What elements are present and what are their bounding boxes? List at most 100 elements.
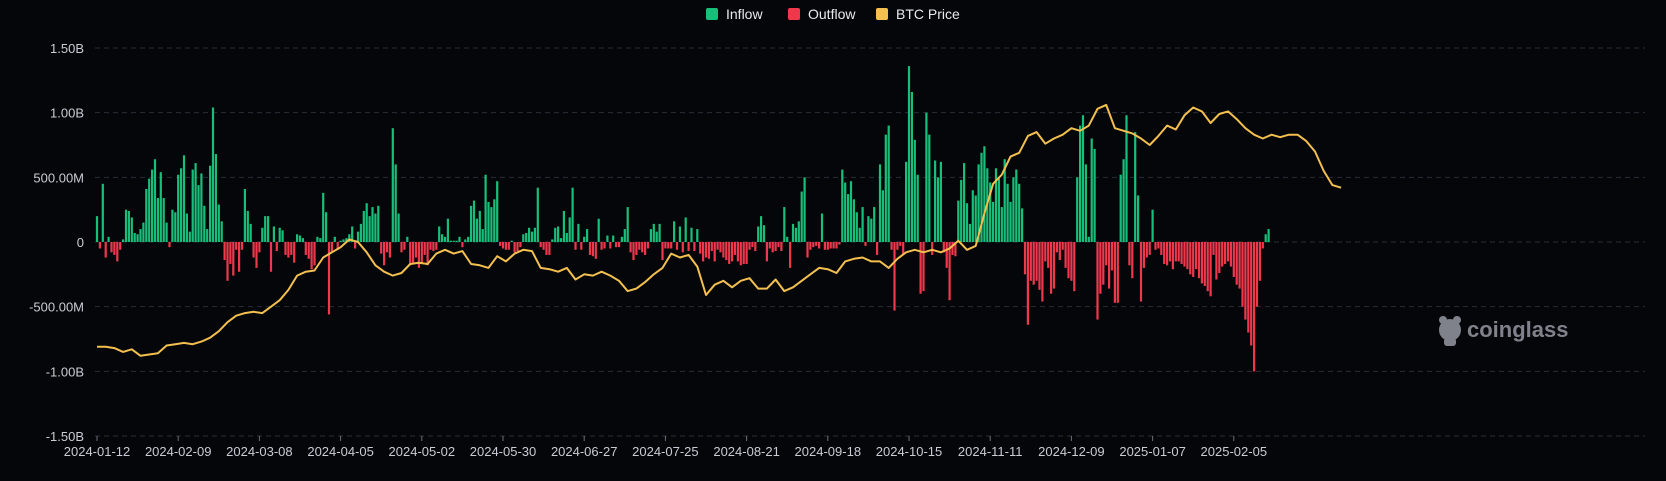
inflow-bar xyxy=(406,236,409,242)
inflow-bar xyxy=(551,239,554,242)
outflow-bar xyxy=(1171,242,1174,270)
outflow-bar xyxy=(1050,242,1053,294)
outflow-bar xyxy=(629,242,632,253)
outflow-bar xyxy=(675,242,679,250)
outflow-bar xyxy=(832,242,835,249)
inflow-bar xyxy=(586,229,589,242)
inflow-bar xyxy=(1015,169,1018,242)
legend-item-outflow[interactable]: Outflow xyxy=(788,6,856,22)
outflow-bar xyxy=(116,242,119,262)
inflow-bar xyxy=(905,161,908,242)
outflow-bar xyxy=(113,242,116,255)
outflow-bar xyxy=(780,242,783,252)
inflow-bar xyxy=(397,213,400,242)
inflow-bar xyxy=(101,183,104,242)
inflow-bar xyxy=(243,188,246,242)
inflow-bar xyxy=(194,163,197,242)
legend[interactable]: Inflow Outflow BTC Price xyxy=(706,6,960,22)
outflow-bar xyxy=(1113,242,1116,303)
outflow-bar xyxy=(615,242,618,248)
outflow-bar xyxy=(229,242,232,264)
inflow-bar xyxy=(965,203,969,242)
outflow-bar xyxy=(768,242,771,249)
outflow-bar xyxy=(632,242,635,261)
outflow-bar xyxy=(815,242,818,246)
inflow-bar xyxy=(438,226,441,242)
outflow-bar xyxy=(902,242,905,255)
inflow-bar xyxy=(1125,115,1128,242)
outflow-bar xyxy=(1215,242,1218,280)
inflow-bar xyxy=(127,210,130,242)
outflow-bar xyxy=(594,242,597,259)
outflow-bar xyxy=(739,242,742,266)
outflow-bar xyxy=(1163,242,1166,264)
inflow-bar xyxy=(1009,201,1012,242)
inflow-bar xyxy=(148,178,151,242)
x-tick-label: 2024-08-21 xyxy=(713,444,780,459)
outflow-bar xyxy=(1110,242,1114,271)
inflow-bar xyxy=(1076,177,1079,242)
inflow-bar xyxy=(606,235,609,242)
inflow-bar xyxy=(992,201,995,242)
outflow-bar xyxy=(818,242,821,249)
outflow-bar xyxy=(733,242,737,255)
outflow-bar xyxy=(771,242,774,253)
inflow-bar xyxy=(278,227,281,242)
inflow-bar xyxy=(1012,177,1015,242)
legend-item-inflow[interactable]: Inflow xyxy=(706,6,763,22)
outflow-bar xyxy=(1108,242,1111,289)
inflow-bar xyxy=(528,227,531,242)
inflow-bar xyxy=(1093,148,1096,242)
outflow-bar xyxy=(951,242,954,255)
inflow-bar xyxy=(678,226,681,242)
outflow-bar xyxy=(388,242,391,258)
outflow-bar xyxy=(354,242,357,249)
inflow-bar xyxy=(525,232,528,242)
outflow-bar xyxy=(1195,242,1198,270)
outflow-bar xyxy=(617,242,621,248)
inflow-bar xyxy=(1122,159,1125,242)
inflow-bar xyxy=(371,207,374,242)
outflow-bar xyxy=(646,242,650,249)
outflow-bar xyxy=(119,242,122,250)
x-tick-label: 2024-06-27 xyxy=(551,444,618,459)
outflow-bar xyxy=(1139,242,1143,302)
outflow-bar xyxy=(1070,242,1073,281)
outflow-bar xyxy=(1128,242,1131,266)
outflow-bar xyxy=(670,242,673,249)
outflow-bar xyxy=(1055,242,1058,253)
inflow-bar xyxy=(803,177,806,242)
inflow-bar xyxy=(261,227,264,242)
inflow-bar xyxy=(296,234,299,242)
outflow-bar xyxy=(588,242,592,255)
legend-item-price[interactable]: BTC Price xyxy=(876,6,960,22)
outflow-bar xyxy=(307,242,310,259)
outflow-bar xyxy=(777,242,780,248)
outflow-bar xyxy=(922,242,925,292)
inflow-bar xyxy=(1081,115,1085,242)
outflow-bar xyxy=(435,242,438,250)
outflow-bar xyxy=(110,242,113,253)
x-tick-label: 2024-03-08 xyxy=(226,444,293,459)
inflow-bar xyxy=(475,218,478,242)
outflow-bar xyxy=(722,242,725,258)
outflow-bar xyxy=(806,242,809,258)
outflow-bar xyxy=(98,242,101,249)
inflow-bar xyxy=(1006,183,1009,242)
inflow-bar xyxy=(319,238,322,242)
x-tick-label: 2025-02-05 xyxy=(1201,444,1268,459)
outflow-bar xyxy=(687,242,690,252)
outflow-bar xyxy=(1241,242,1244,307)
inflow-bar xyxy=(855,212,858,242)
inflow-bar xyxy=(185,213,188,242)
outflow-bar xyxy=(876,242,879,255)
x-tick-label: 2024-05-30 xyxy=(470,444,537,459)
outflow-bar xyxy=(1180,242,1183,264)
inflow-bar xyxy=(849,181,853,242)
inflow-bar xyxy=(522,234,525,242)
outflow-bar xyxy=(829,242,832,249)
outflow-bar xyxy=(426,242,429,266)
legend-label-price: BTC Price xyxy=(896,6,960,22)
outflow-bar xyxy=(1226,242,1230,262)
inflow-bar xyxy=(1090,138,1093,242)
